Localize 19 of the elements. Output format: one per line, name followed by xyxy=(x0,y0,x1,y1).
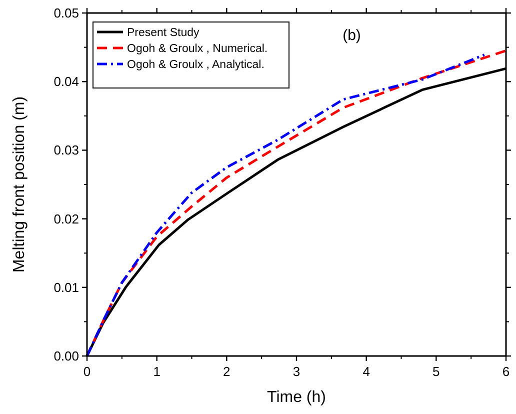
x-tick-label: 1 xyxy=(153,364,160,379)
x-tick-label: 4 xyxy=(362,364,370,379)
y-tick-label: 0.05 xyxy=(54,6,79,20)
x-tick-label: 2 xyxy=(223,364,230,379)
legend-label: Present Study xyxy=(127,27,200,39)
y-tick-label: 0.02 xyxy=(54,211,79,226)
y-tick-label: 0.03 xyxy=(54,142,79,158)
x-axis-title: Time (h) xyxy=(267,389,326,406)
x-tick-label: 0 xyxy=(83,364,91,379)
annotation: (b) xyxy=(342,27,361,44)
x-tick-label: 3 xyxy=(292,364,300,379)
y-tick-label: 0.01 xyxy=(54,280,79,295)
y-tick-label: 0.04 xyxy=(54,74,79,90)
x-tick-label: 5 xyxy=(432,364,440,379)
y-axis-title: Melting front position (m) xyxy=(11,96,28,273)
legend-label: Ogoh & Groulx , Numerical. xyxy=(127,43,268,55)
x-tick-label: 6 xyxy=(502,364,510,379)
legend-label: Ogoh & Groulx , Analytical. xyxy=(127,59,264,71)
y-tick-label: 0.00 xyxy=(54,348,79,364)
